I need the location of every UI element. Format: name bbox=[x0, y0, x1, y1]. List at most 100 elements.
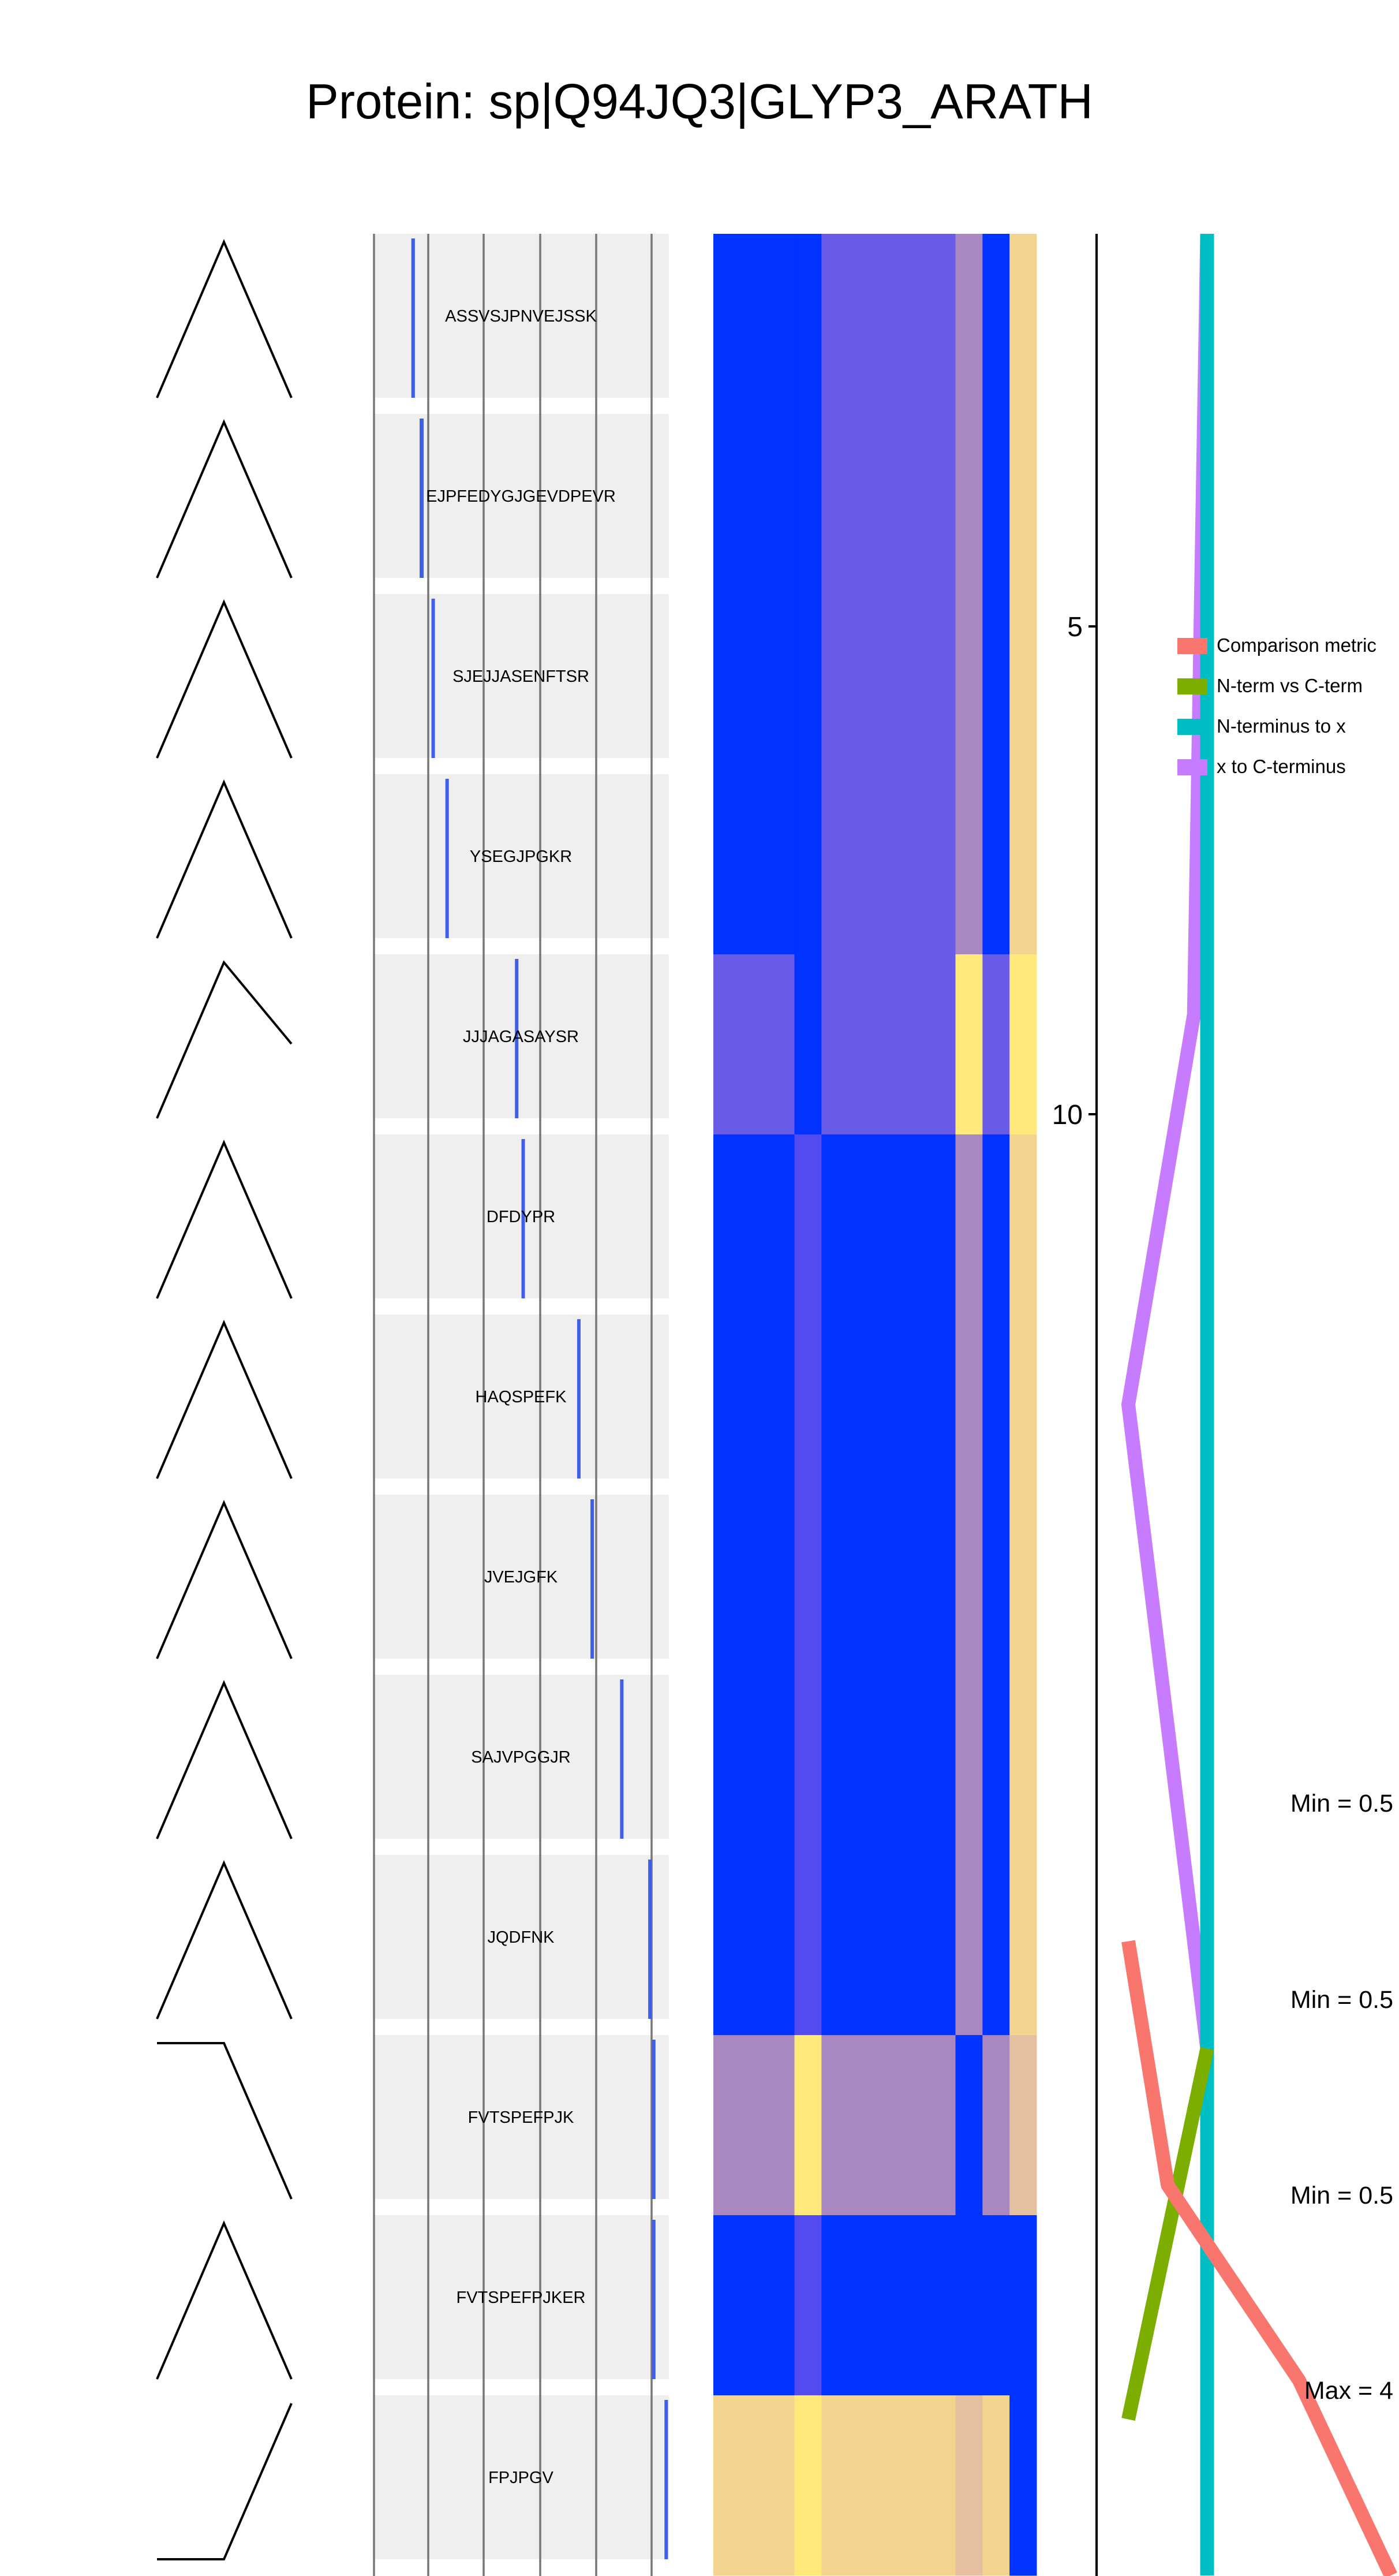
heatmap-cell bbox=[955, 1315, 983, 1495]
heatmap-cell bbox=[955, 954, 983, 1135]
peptide-position-bar bbox=[590, 1499, 594, 1659]
heatmap-cell bbox=[982, 774, 1010, 955]
heatmap-cell bbox=[982, 1675, 1010, 1856]
y-tick-label: 5 bbox=[1067, 612, 1083, 643]
heatmap-cell bbox=[955, 2395, 983, 2576]
heatmap-cell bbox=[821, 1315, 956, 1495]
peptide-label: SJEJJASENFTSR bbox=[452, 667, 589, 686]
y-axis: 5 10 bbox=[1052, 234, 1098, 2576]
tree-panel bbox=[156, 238, 293, 2560]
peptide-label: HAQSPEFK bbox=[476, 1388, 567, 1406]
heatmap-cell bbox=[713, 1495, 795, 1675]
range-annotation: Min = 0.5 bbox=[1290, 1790, 1393, 1817]
heatmap-cell bbox=[794, 1315, 822, 1495]
heatmap-cell bbox=[982, 1134, 1010, 1315]
heatmap-cell bbox=[955, 234, 983, 415]
heatmap-cell bbox=[821, 954, 956, 1135]
legend-label: N-terminus to x bbox=[1217, 715, 1346, 737]
heatmap-cell bbox=[1009, 234, 1037, 415]
heatmap-cell bbox=[713, 774, 795, 955]
heatmap-cell bbox=[982, 2395, 1010, 2576]
heatmap-cell bbox=[982, 2215, 1010, 2396]
legend-swatch bbox=[1177, 638, 1207, 654]
heatmap-cell bbox=[955, 2215, 983, 2396]
heatmap-cell bbox=[955, 594, 983, 775]
heatmap-panel bbox=[713, 234, 1037, 2576]
peptide-position-bar bbox=[420, 419, 424, 578]
peptide-label: YSEGJPGKR bbox=[470, 848, 572, 866]
tree-shape bbox=[156, 238, 293, 398]
heatmap-cell bbox=[821, 594, 956, 775]
legend-label: x to C-terminus bbox=[1217, 756, 1346, 777]
heatmap-cell bbox=[955, 414, 983, 595]
heatmap-cell bbox=[982, 1495, 1010, 1675]
tree-shape bbox=[156, 599, 293, 759]
series-line bbox=[1121, 1940, 1397, 2576]
heatmap-cell bbox=[1009, 954, 1037, 1135]
heatmap-cell bbox=[982, 2035, 1010, 2216]
heatmap-cell bbox=[713, 414, 795, 595]
peptide-label: FVTSPEFPJK bbox=[468, 2108, 574, 2127]
heatmap-cell bbox=[1009, 1855, 1037, 2036]
heatmap-cell bbox=[713, 1315, 795, 1495]
peptide-row-bg bbox=[373, 1134, 669, 1298]
heatmap-cell bbox=[821, 2035, 956, 2216]
tree-shape bbox=[157, 2042, 293, 2200]
peptide-row-bg bbox=[373, 234, 669, 398]
peptide-row-bg bbox=[373, 2395, 669, 2559]
peptide-row-bg bbox=[373, 1855, 669, 2019]
heatmap-cell bbox=[713, 1134, 795, 1315]
peptide-row-bg bbox=[373, 2215, 669, 2379]
heatmap-cell bbox=[713, 1855, 795, 2036]
heatmap-cell bbox=[713, 2035, 795, 2216]
tree-shape bbox=[156, 1679, 293, 1839]
y-tick-label: 10 bbox=[1052, 1100, 1083, 1130]
heatmap-cell bbox=[713, 1675, 795, 1856]
tree-shape bbox=[157, 2403, 293, 2560]
peptide-label: EJPFEDYGJGEVDPEVR bbox=[426, 487, 616, 506]
heatmap-cell bbox=[955, 1675, 983, 1856]
peptide-row-bg bbox=[373, 774, 669, 938]
heatmap-cell bbox=[821, 2215, 956, 2396]
heatmap-cell bbox=[1009, 1315, 1037, 1495]
heatmap-cell bbox=[821, 414, 956, 595]
tree-shape bbox=[156, 960, 293, 1119]
heatmap-cell bbox=[1009, 2035, 1037, 2216]
peptide-row-bg bbox=[373, 594, 669, 758]
heatmap-cell bbox=[1009, 1134, 1037, 1315]
peptide-position-bar bbox=[648, 1860, 652, 2019]
heatmap-cell bbox=[1009, 414, 1037, 595]
heatmap-cell bbox=[1009, 594, 1037, 775]
peptide-panel: ASSVSJPNVEJSSK EJPFEDYGJGEVDPEVR SJEJJASEN… bbox=[373, 234, 669, 2576]
heatmap-cell bbox=[955, 1495, 983, 1675]
peptide-row-bg bbox=[373, 954, 669, 1118]
tree-shape bbox=[156, 1499, 293, 1659]
heatmap-cell bbox=[821, 1134, 956, 1315]
heatmap-cell bbox=[794, 2215, 822, 2396]
heatmap-cell bbox=[713, 594, 795, 775]
peptide-label: JVEJGFK bbox=[484, 1568, 558, 1586]
peptide-label: SAJVPGGJR bbox=[471, 1748, 570, 1767]
heatmap-cell bbox=[821, 774, 956, 955]
peptide-row-bg bbox=[373, 1675, 669, 1839]
legend-swatch bbox=[1177, 719, 1207, 735]
heatmap-cell bbox=[794, 1495, 822, 1675]
peptide-position-bar bbox=[411, 238, 415, 398]
peptide-position-bar bbox=[652, 2220, 656, 2379]
peptide-row-bg bbox=[373, 2035, 669, 2199]
heatmap-cell bbox=[794, 594, 822, 775]
peptide-row-bg bbox=[373, 1495, 669, 1659]
heatmap-cell bbox=[1009, 1495, 1037, 1675]
legend-swatch bbox=[1177, 678, 1207, 695]
heatmap-cell bbox=[713, 2215, 795, 2396]
heatmap-cell bbox=[821, 1855, 956, 2036]
heatmap-cell bbox=[821, 234, 956, 415]
range-annotation: Min = 0.5 bbox=[1290, 1986, 1393, 2014]
heatmap-cell bbox=[794, 234, 822, 415]
heatmap-cell bbox=[821, 2395, 956, 2576]
peptide-position-bar bbox=[664, 2400, 668, 2559]
chart-title: Protein: sp|Q94JQ3|GLYP3_ARATH bbox=[306, 74, 1093, 129]
heatmap-cell bbox=[794, 2395, 822, 2576]
heatmap-cell bbox=[1009, 774, 1037, 955]
heatmap-cell bbox=[955, 1134, 983, 1315]
